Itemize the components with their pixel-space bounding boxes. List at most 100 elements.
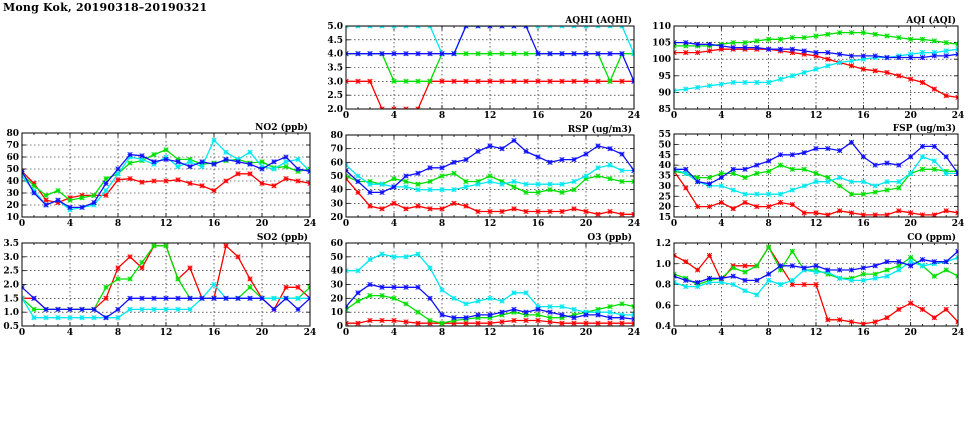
data-point-red (367, 317, 373, 324)
series-group (346, 251, 634, 326)
data-point-blue (163, 295, 169, 301)
data-point-green (151, 151, 157, 158)
data-point-green (163, 243, 169, 249)
data-point-blue (718, 275, 724, 281)
data-point-green (571, 312, 577, 318)
x-tick-label: 20 (256, 328, 269, 338)
data-point-green (789, 248, 795, 254)
data-point-cyan (127, 154, 133, 160)
data-point-green (259, 159, 265, 165)
data-point-red (247, 276, 253, 282)
data-point-blue (695, 279, 701, 286)
plot-frame (345, 242, 635, 327)
data-point-green (511, 51, 517, 57)
y-tick-label: 40 (330, 267, 343, 277)
y-tick-label: 30 (6, 189, 19, 199)
data-point-blue (175, 159, 181, 165)
data-point-cyan (931, 49, 937, 56)
data-point-green (295, 168, 301, 175)
data-point-green (439, 320, 445, 326)
data-point-cyan (801, 183, 807, 189)
data-point-red (427, 320, 433, 326)
y-tick-label: 80 (330, 131, 343, 141)
data-point-cyan (31, 187, 37, 194)
data-point-blue (607, 315, 613, 321)
data-point-cyan (801, 69, 807, 76)
data-point-cyan (79, 315, 85, 321)
data-point-green (487, 51, 493, 57)
data-point-cyan (908, 259, 914, 265)
data-point-cyan (175, 163, 181, 170)
data-point-blue (187, 163, 193, 170)
data-point-blue (789, 46, 795, 52)
data-point-cyan (559, 181, 565, 187)
plot-frame (345, 25, 635, 110)
x-tick-label: 24 (952, 111, 965, 121)
data-point-cyan (127, 306, 133, 313)
data-point-cyan (211, 137, 217, 143)
data-point-red (872, 212, 878, 217)
rsp-title: RSP (ug/m3) (568, 124, 632, 135)
y-tick-label: 1.0 (3, 308, 19, 318)
data-point-green (730, 170, 736, 177)
data-point-blue (127, 295, 133, 301)
data-point-blue (848, 53, 855, 59)
y-tick-label: 40 (330, 186, 343, 196)
data-point-red (801, 210, 807, 216)
data-point-cyan (511, 290, 517, 296)
plot-frame (21, 242, 311, 327)
data-point-blue (619, 51, 625, 57)
data-point-red (355, 189, 361, 196)
x-tick-label: 8 (439, 328, 445, 338)
data-point-red (848, 210, 855, 216)
data-point-cyan (427, 187, 433, 193)
data-point-red (837, 208, 843, 214)
y-tick-label: 30 (330, 281, 343, 291)
series-line-cyan (22, 283, 310, 319)
data-point-blue (91, 199, 97, 206)
y-tick-label: 25 (658, 192, 671, 202)
data-point-blue (706, 41, 713, 47)
data-point-green (683, 43, 689, 49)
data-point-red (908, 210, 914, 216)
data-point-red (391, 200, 397, 206)
data-point-blue (403, 51, 409, 57)
data-point-red (511, 206, 517, 212)
x-tick-label: 0 (671, 328, 677, 338)
data-point-red (683, 49, 689, 56)
data-point-blue (813, 263, 819, 269)
data-point-blue (571, 51, 577, 57)
x-tick-label: 0 (343, 111, 349, 121)
data-point-green (535, 189, 541, 196)
data-point-green (547, 315, 553, 321)
data-point-blue (884, 160, 890, 166)
data-point-cyan (235, 156, 241, 163)
data-point-blue (463, 315, 469, 321)
data-point-blue (931, 143, 937, 150)
data-point-cyan (825, 179, 831, 185)
data-point-green (127, 276, 133, 282)
data-point-red (103, 192, 109, 199)
data-point-green (559, 315, 565, 321)
data-point-blue (487, 312, 493, 318)
y-tick-label: 90 (658, 88, 671, 98)
data-point-cyan (367, 256, 373, 263)
data-point-green (511, 184, 517, 190)
data-point-blue (619, 315, 625, 321)
y-tick-label: 20 (658, 203, 671, 213)
data-point-blue (379, 284, 385, 290)
data-point-green (931, 166, 937, 172)
x-tick-label: 16 (857, 328, 870, 338)
data-point-green (79, 195, 85, 201)
data-point-red (235, 254, 241, 260)
data-point-red (499, 208, 505, 215)
series-group (346, 26, 634, 109)
x-tick-label: 4 (67, 219, 73, 229)
data-point-blue (115, 166, 121, 172)
data-point-blue (43, 202, 49, 208)
data-point-blue (199, 295, 205, 301)
data-point-cyan (523, 181, 529, 187)
x-tick-label: 12 (484, 111, 497, 121)
data-point-green (391, 295, 397, 301)
data-point-blue (766, 158, 772, 164)
